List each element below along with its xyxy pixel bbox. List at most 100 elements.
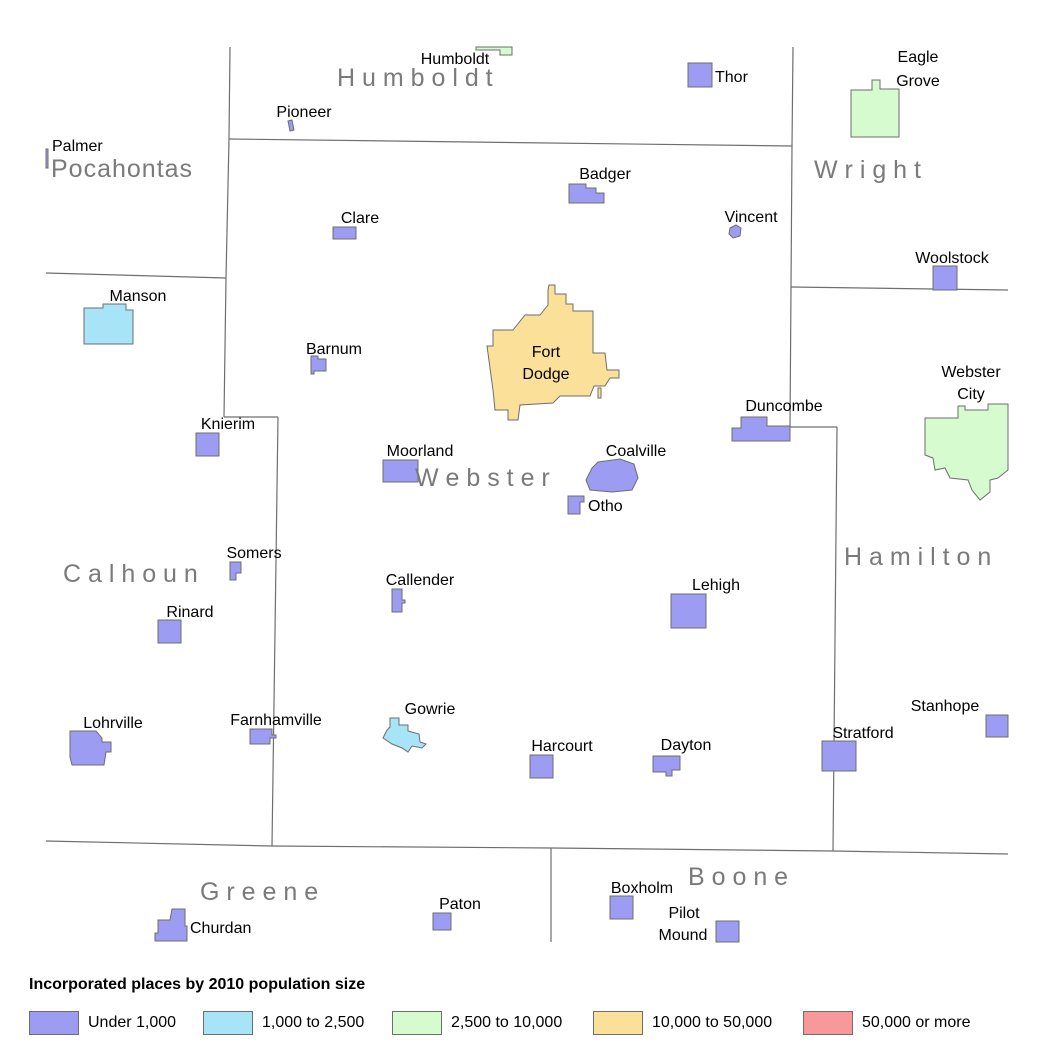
place-label-stratford[interactable]: Stratford [832, 725, 893, 742]
legend-item-1000-2500: 1,000 to 2,500 [203, 1010, 364, 1036]
place-shape-palmer[interactable] [46, 149, 48, 168]
county-map: H u m b o l d t Pocahontas W r i g h t W… [0, 0, 1050, 960]
place-label-webster-city-2[interactable]: City [957, 386, 985, 403]
place-label-pilot-mound-1[interactable]: Pilot [668, 905, 700, 922]
place-label-coalville[interactable]: Coalville [606, 443, 667, 460]
place-shape-somers[interactable] [230, 562, 241, 580]
place-shape-harcourt[interactable] [530, 755, 553, 778]
place-shape-knierim[interactable] [196, 433, 219, 456]
place-label-pioneer[interactable]: Pioneer [276, 104, 332, 121]
place-label-vincent[interactable]: Vincent [724, 209, 778, 226]
place-shape-vincent[interactable] [729, 225, 741, 238]
place-shape-pilot-mound[interactable] [716, 921, 739, 942]
place-shape-pioneer[interactable] [288, 120, 294, 131]
place-label-rinard[interactable]: Rinard [166, 604, 213, 621]
place-shape-lohrville[interactable] [70, 731, 111, 765]
legend-label: 1,000 to 2,500 [262, 1014, 364, 1032]
place-shape-paton[interactable] [433, 913, 451, 930]
place-label-pilot-mound-2[interactable]: Mound [659, 927, 708, 944]
place-label-eagle-grove-2[interactable]: Grove [896, 73, 940, 90]
place-shape-barnum[interactable] [311, 356, 326, 374]
boundary-line [224, 278, 226, 417]
place-label-palmer[interactable]: Palmer [52, 138, 103, 155]
boundary-line [833, 851, 1008, 854]
place-shape-manson[interactable] [84, 304, 133, 344]
place-label-otho[interactable]: Otho [588, 498, 623, 515]
boundary-line [833, 427, 837, 851]
place-shape-woolstock[interactable] [933, 266, 957, 290]
place-label-paton[interactable]: Paton [439, 896, 481, 913]
county-label-wright: W r i g h t [814, 156, 921, 184]
place-label-eagle-grove-1[interactable]: Eagle [898, 49, 939, 66]
place-shape-boxholm[interactable] [610, 896, 633, 919]
boundary-line [229, 139, 792, 146]
place-label-clare[interactable]: Clare [341, 210, 379, 227]
boundary-line [272, 846, 551, 848]
legend-swatch [29, 1011, 79, 1035]
legend-label: 10,000 to 50,000 [652, 1014, 772, 1032]
place-shape-otho[interactable] [568, 496, 584, 514]
place-label-fort-dodge-1[interactable]: Fort [532, 344, 561, 361]
county-label-calhoun: C a l h o u n [63, 560, 198, 588]
place-shape-callender[interactable] [392, 589, 405, 612]
place-label-duncombe[interactable]: Duncombe [745, 398, 822, 415]
place-shape-churdan[interactable] [155, 909, 187, 941]
place-label-woolstock[interactable]: Woolstock [915, 250, 990, 267]
place-shape-eagle-grove[interactable] [851, 80, 899, 137]
place-shape-duncombe[interactable] [732, 417, 790, 441]
county-label-humboldt: H u m b o l d t [337, 64, 493, 92]
place-label-stanhope[interactable]: Stanhope [911, 698, 980, 715]
county-labels: H u m b o l d t Pocahontas W r i g h t W… [51, 64, 991, 906]
place-shape-farnhamville[interactable] [250, 729, 276, 744]
legend-item-50000-plus: 50,000 or more [803, 1010, 971, 1036]
place-label-boxholm[interactable]: Boxholm [611, 880, 673, 897]
place-label-badger[interactable]: Badger [579, 166, 631, 183]
place-label-callender[interactable]: Callender [386, 572, 455, 589]
place-shape-badger[interactable] [569, 184, 604, 203]
place-label-lohrville[interactable]: Lohrville [83, 715, 143, 732]
legend-swatch [203, 1011, 253, 1035]
county-label-pocahontas: Pocahontas [51, 155, 193, 183]
place-label-fort-dodge-2[interactable]: Dodge [522, 366, 569, 383]
boundary-line [46, 841, 272, 846]
legend-swatch [593, 1011, 643, 1035]
boundary-line [791, 146, 792, 287]
boundary-line [272, 417, 278, 846]
place-shape-dayton[interactable] [653, 756, 680, 776]
place-label-webster-city-1[interactable]: Webster [941, 364, 1001, 381]
place-shape-lehigh[interactable] [671, 594, 706, 628]
place-label-lehigh[interactable]: Lehigh [692, 577, 740, 594]
legend-label: 50,000 or more [862, 1014, 971, 1032]
boundary-line [46, 273, 226, 278]
place-label-harcourt[interactable]: Harcourt [531, 738, 593, 755]
place-label-dayton[interactable]: Dayton [661, 737, 712, 754]
place-shape-rinard[interactable] [158, 620, 181, 643]
place-label-thor[interactable]: Thor [715, 69, 749, 86]
place-shape-stanhope[interactable] [986, 715, 1008, 737]
place-label-farnhamville[interactable]: Farnhamville [230, 712, 322, 729]
place-shape-gowrie[interactable] [383, 718, 426, 752]
legend-item-10000-50000: 10,000 to 50,000 [593, 1010, 772, 1036]
place-shape-moorland[interactable] [383, 460, 418, 482]
place-shape-webster-city[interactable] [925, 404, 1008, 500]
place-label-moorland[interactable]: Moorland [387, 443, 454, 460]
place-label-manson[interactable]: Manson [110, 288, 167, 305]
county-label-boone: B o o n e [688, 863, 788, 891]
place-label-humboldt[interactable]: Humboldt [421, 51, 490, 68]
place-label-gowrie[interactable]: Gowrie [405, 701, 456, 718]
place-label-knierim[interactable]: Knierim [201, 416, 255, 433]
legend-item-under-1000: Under 1,000 [29, 1010, 176, 1036]
boundary-line [229, 47, 230, 139]
legend-label: 2,500 to 10,000 [451, 1014, 562, 1032]
legend-label: Under 1,000 [88, 1014, 176, 1032]
place-label-somers[interactable]: Somers [226, 545, 281, 562]
boundary-line [791, 287, 1008, 290]
place-shape-coalville[interactable] [586, 459, 638, 492]
county-label-greene: G r e e n e [200, 878, 318, 906]
place-shape-clare[interactable] [333, 227, 356, 239]
place-label-barnum[interactable]: Barnum [306, 341, 362, 358]
place-shape-stratford[interactable] [822, 741, 856, 771]
legend-item-2500-10000: 2,500 to 10,000 [392, 1010, 562, 1036]
place-label-churdan[interactable]: Churdan [190, 920, 251, 937]
place-shape-thor[interactable] [688, 63, 712, 87]
